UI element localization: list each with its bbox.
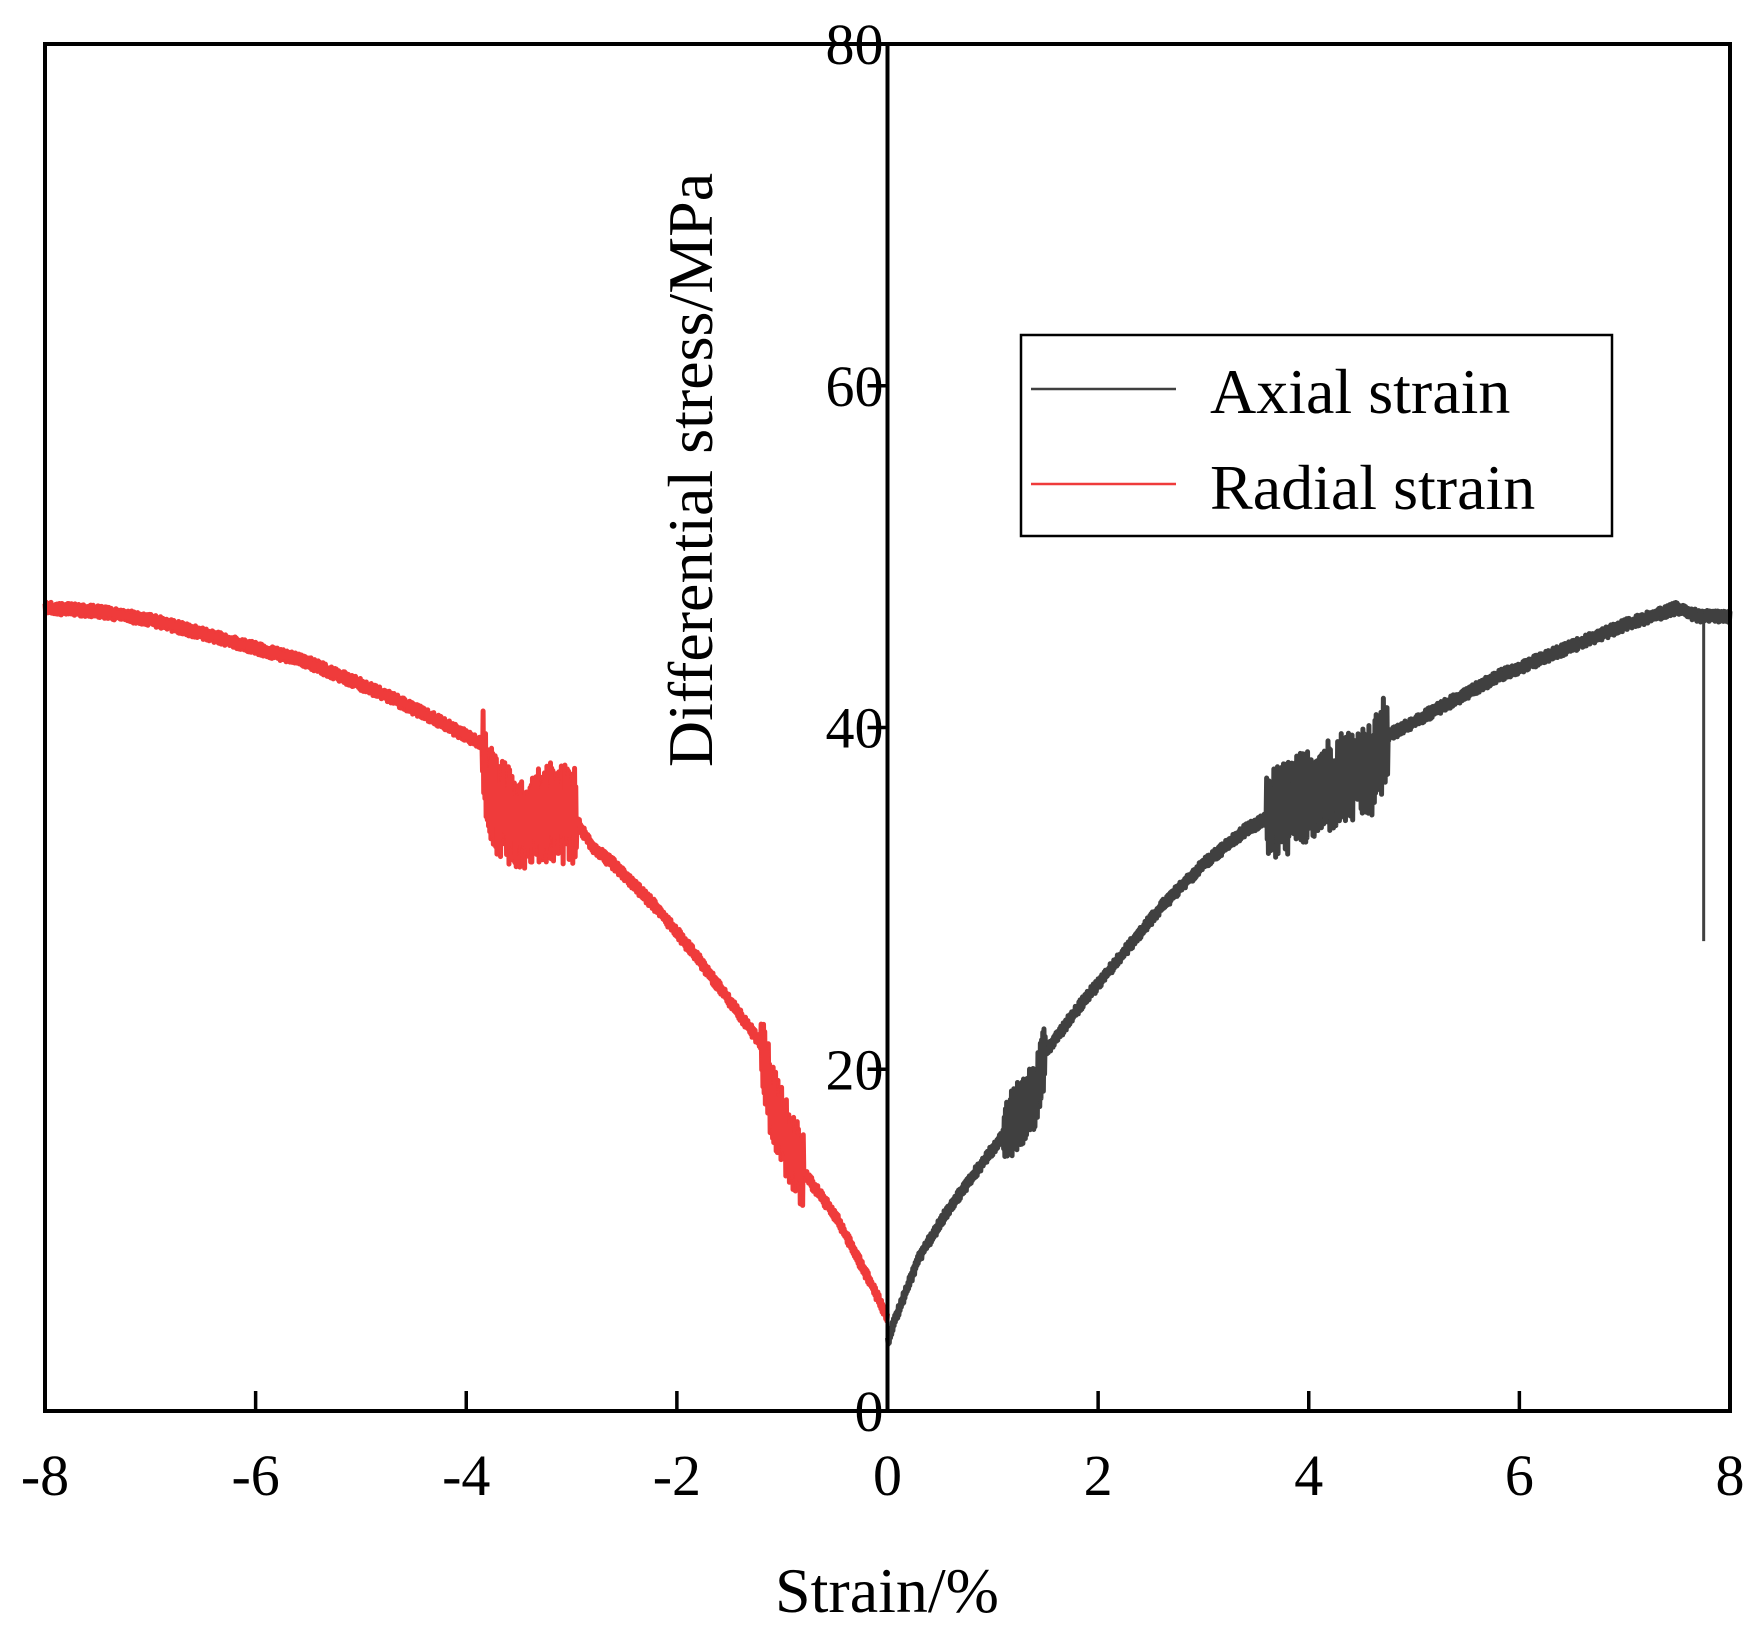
y-tick-label-40: 40 bbox=[826, 696, 884, 761]
series-line-1 bbox=[44, 602, 889, 1322]
series-layer bbox=[42, 599, 1733, 1347]
y-tick-label-60: 60 bbox=[826, 354, 884, 419]
x-tick-label--4: -4 bbox=[442, 1443, 490, 1508]
y-tick-label-0: 0 bbox=[855, 1379, 884, 1444]
x-tick-label-8: 8 bbox=[1716, 1443, 1745, 1508]
x-tick-label-6: 6 bbox=[1505, 1443, 1534, 1508]
series-line-0 bbox=[886, 602, 1731, 1345]
x-tick-label--6: -6 bbox=[231, 1443, 279, 1508]
legend-label-radial: Radial strain bbox=[1210, 452, 1535, 523]
x-tick-label-4: 4 bbox=[1294, 1443, 1323, 1508]
legend: Axial strain Radial strain bbox=[1019, 333, 1614, 538]
legend-box bbox=[1019, 333, 1614, 538]
x-tick-label-0: 0 bbox=[873, 1443, 902, 1508]
x-tick-label--2: -2 bbox=[653, 1443, 701, 1508]
legend-label-axial: Axial strain bbox=[1210, 356, 1510, 427]
x-tick-label--8: -8 bbox=[21, 1443, 69, 1508]
y-tick-label-20: 20 bbox=[826, 1037, 884, 1102]
x-tick-label-2: 2 bbox=[1084, 1443, 1113, 1508]
y-axis-title: Differential stress/MPa bbox=[655, 173, 726, 767]
x-axis-title: Strain/% bbox=[775, 1555, 999, 1626]
y-tick-label-80: 80 bbox=[826, 12, 884, 77]
